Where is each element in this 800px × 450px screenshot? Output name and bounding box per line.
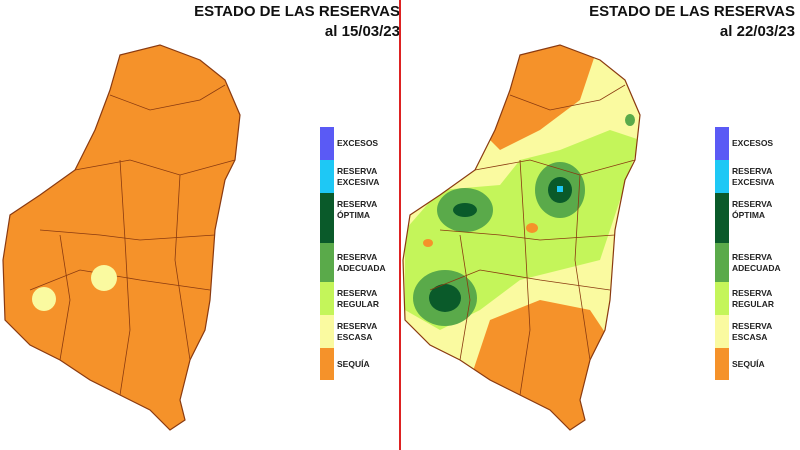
- legend-item: SEQUÍA: [320, 348, 400, 380]
- legend-item: SEQUÍA: [715, 348, 795, 380]
- map-15-03-23: [2, 44, 241, 431]
- legend-item: EXCESOS: [320, 127, 400, 160]
- legend-item: RESERVA ESCASA: [320, 315, 400, 348]
- divider-line: [399, 0, 401, 450]
- map-title-right: ESTADO DE LAS RESERVAS al 22/03/23: [545, 2, 795, 42]
- legend-item: EXCESOS: [715, 127, 795, 160]
- legend-left: EXCESOS RESERVA EXCESIVA RESERVA ÓPTIMA RE…: [320, 127, 400, 380]
- legend-item: RESERVA EXCESIVA: [715, 160, 795, 193]
- legend-item: RESERVA REGULAR: [715, 282, 795, 315]
- title-text: ESTADO DE LAS RESERVAS: [589, 3, 795, 20]
- map-22-03-23: [402, 44, 641, 431]
- escasa-spot: [32, 287, 56, 311]
- legend-item: RESERVA ÓPTIMA: [715, 193, 795, 243]
- optima-zone: [453, 203, 477, 217]
- department-borders-left: [29, 84, 236, 396]
- legend-item: RESERVA EXCESIVA: [320, 160, 400, 193]
- date-text: al 22/03/23: [719, 23, 795, 40]
- optima-zone: [429, 284, 461, 312]
- legend-right: EXCESOS RESERVA EXCESIVA RESERVA ÓPTIMA RE…: [715, 127, 795, 380]
- department-borders-right: [429, 84, 636, 396]
- legend-item: RESERVA REGULAR: [320, 282, 400, 315]
- legend-item: RESERVA ÓPTIMA: [320, 193, 400, 243]
- legend-item: RESERVA ADECUADA: [320, 243, 400, 282]
- map-title-left: ESTADO DE LAS RESERVAS al 15/03/23: [150, 2, 400, 42]
- escasa-spot: [91, 265, 117, 291]
- title-text: ESTADO DE LAS RESERVAS: [194, 3, 400, 20]
- legend-item: RESERVA ADECUADA: [715, 243, 795, 282]
- legend-item: RESERVA ESCASA: [715, 315, 795, 348]
- date-text: al 15/03/23: [324, 23, 400, 40]
